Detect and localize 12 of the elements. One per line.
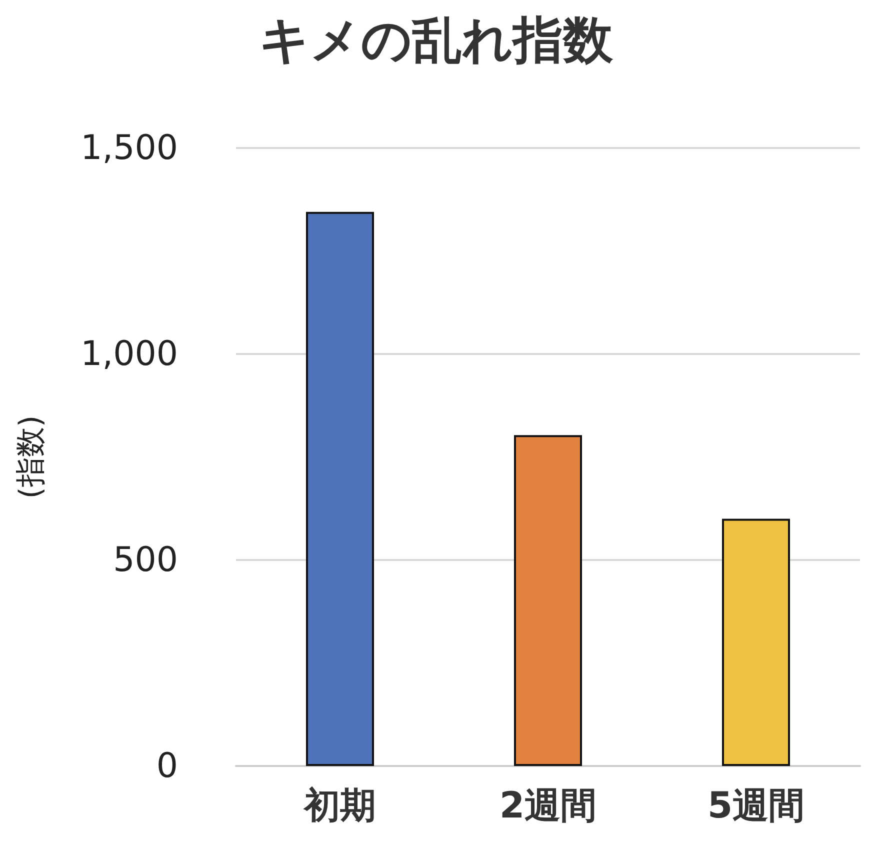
y-tick-label: 0 [156,746,178,786]
chart-title: キメの乱れ指数 [259,11,614,69]
bar [722,518,790,766]
y-tick-label: 500 [113,540,178,580]
bar [306,212,374,766]
x-tick-label: 初期 [303,786,376,826]
y-tick-label: 1,500 [80,128,178,168]
y-tick-label: 1,000 [80,334,178,374]
y-axis-title: (指数) [14,415,48,499]
x-tick-label: 5週間 [707,786,805,826]
bar [514,435,582,766]
x-tick-label: 2週間 [499,786,597,826]
